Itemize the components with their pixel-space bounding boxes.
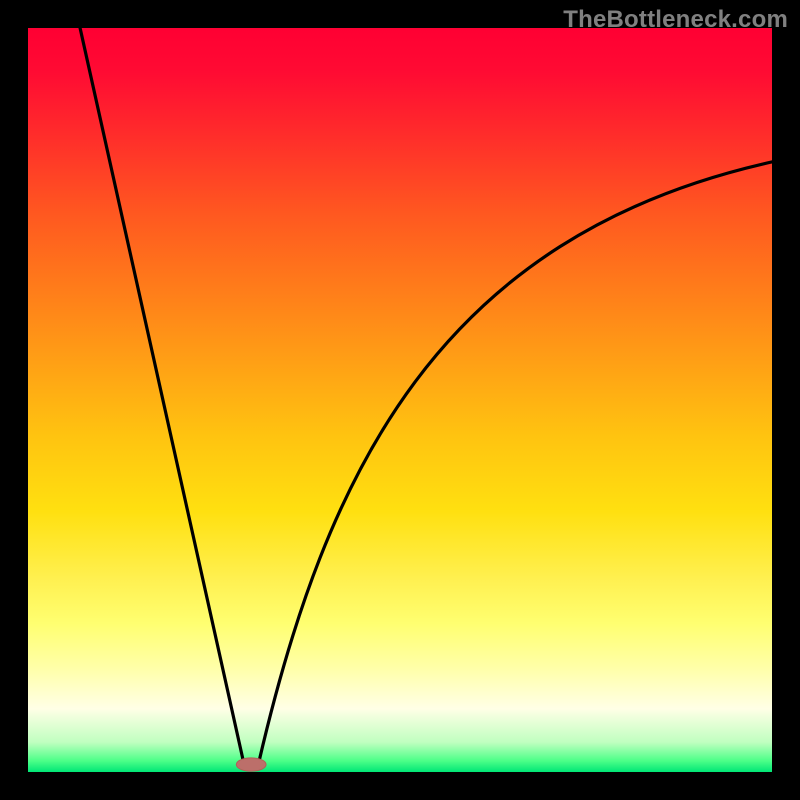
watermark-text: TheBottleneck.com [563,6,788,34]
chart-plot-area [28,28,772,772]
bottleneck-chart [0,0,800,800]
minimum-marker [236,758,266,771]
chart-container: TheBottleneck.com [0,0,800,800]
